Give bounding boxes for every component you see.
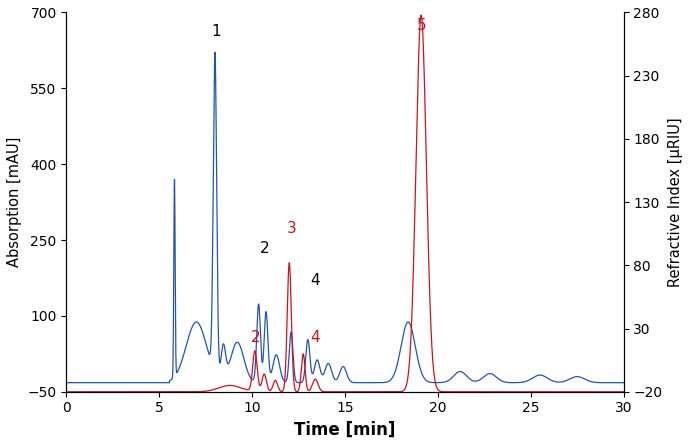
Text: 2: 2	[260, 241, 270, 256]
Text: 5: 5	[417, 18, 427, 33]
Text: 4: 4	[310, 273, 320, 288]
Y-axis label: Absorption [mAU]: Absorption [mAU]	[7, 137, 22, 267]
Text: 4: 4	[310, 330, 320, 345]
Text: 3: 3	[287, 221, 297, 236]
Y-axis label: Refractive Index [μRIU]: Refractive Index [μRIU]	[668, 117, 683, 287]
Text: 1: 1	[211, 24, 221, 39]
X-axis label: Time [min]: Time [min]	[295, 421, 395, 439]
Text: 2: 2	[251, 330, 261, 345]
